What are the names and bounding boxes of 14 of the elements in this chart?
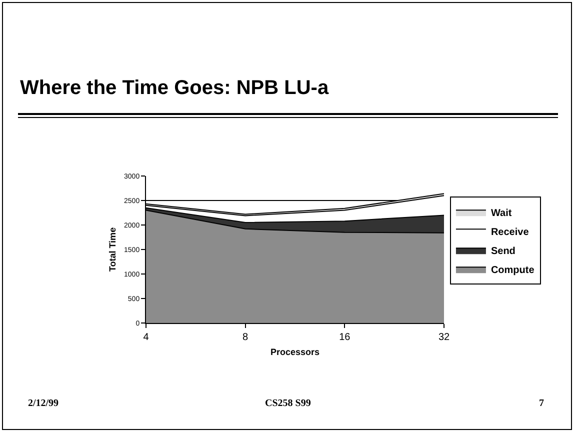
x-tick-label: 32: [438, 332, 450, 343]
text: 2/12/99: [28, 398, 59, 409]
x-axis-title: Processors: [270, 346, 320, 357]
text: 7: [539, 398, 544, 409]
legend-label: Send: [490, 246, 516, 257]
x-tick-label: 4: [143, 332, 150, 343]
y-axis-title: Total Time: [107, 227, 118, 272]
chart-title: Where the Time Goes: NPB LU-a: [20, 77, 330, 99]
legend-label: Compute: [490, 264, 535, 276]
legend-label: Wait: [490, 208, 512, 219]
x-tick-label: 8: [242, 332, 249, 343]
x-tick-label: 16: [339, 332, 351, 343]
text: CS258 S99: [265, 398, 311, 409]
legend-label: Receive: [490, 226, 530, 238]
